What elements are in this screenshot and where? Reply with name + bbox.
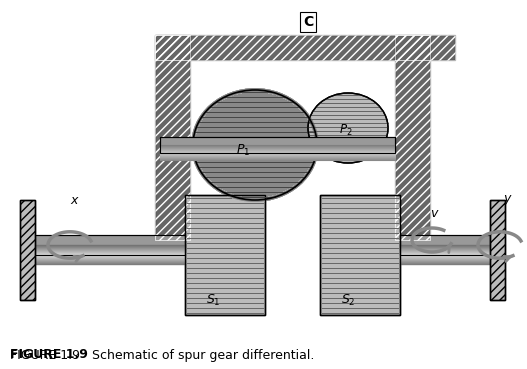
Bar <box>320 195 400 315</box>
Ellipse shape <box>308 93 388 163</box>
Bar <box>155 35 455 60</box>
Text: $P_2$: $P_2$ <box>339 123 353 138</box>
Bar <box>395 35 430 240</box>
Bar <box>395 35 430 240</box>
Bar <box>155 35 190 240</box>
Bar <box>490 200 505 300</box>
Text: $S_2$: $S_2$ <box>341 293 355 307</box>
Text: FIGURE 1.9: FIGURE 1.9 <box>10 348 88 362</box>
Text: $S_1$: $S_1$ <box>206 293 220 307</box>
Text: $y$: $y$ <box>503 193 513 207</box>
Bar <box>30 235 185 255</box>
Text: $v$: $v$ <box>430 207 440 220</box>
Bar <box>400 235 490 255</box>
Bar <box>185 195 265 315</box>
Bar <box>20 200 35 300</box>
Text: $x$: $x$ <box>70 193 80 207</box>
Text: FIGURE 1.9   Schematic of spur gear differential.: FIGURE 1.9 Schematic of spur gear differ… <box>10 348 315 362</box>
Text: C: C <box>303 15 313 29</box>
Bar <box>155 35 190 240</box>
Bar <box>160 137 395 153</box>
Bar <box>320 195 400 315</box>
Bar <box>20 200 35 300</box>
Bar <box>155 35 455 60</box>
Bar <box>400 235 490 255</box>
Bar <box>185 195 265 315</box>
Text: $P_1$: $P_1$ <box>236 142 250 158</box>
Ellipse shape <box>193 90 317 200</box>
Bar <box>30 235 185 255</box>
Bar <box>160 137 395 153</box>
Bar <box>490 200 505 300</box>
